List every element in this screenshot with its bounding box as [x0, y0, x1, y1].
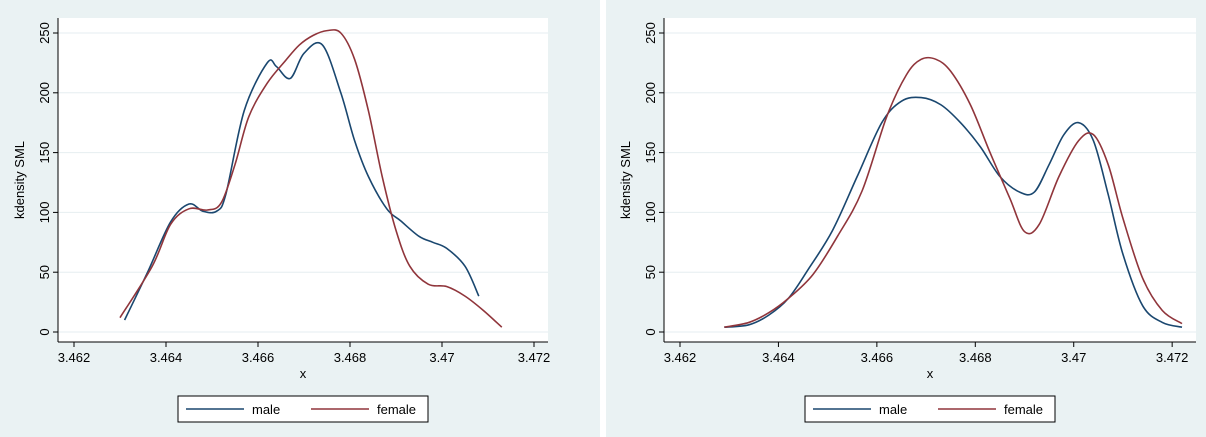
y-tick-label: 50: [37, 265, 52, 279]
x-tick-label: 3.472: [1156, 350, 1189, 365]
y-tick-label: 50: [643, 265, 658, 279]
x-axis-title: x: [300, 366, 307, 381]
y-tick-label: 100: [643, 202, 658, 224]
x-tick-label: 3.464: [150, 350, 183, 365]
kdensity-chart-right: 0 50 100 150 200 250 3.462 3.464 3.466 3.468 3.47 3…: [606, 0, 1206, 437]
x-tick-label: 3.466: [861, 350, 894, 365]
y-tick-label: 200: [37, 82, 52, 104]
y-tick-label: 150: [37, 142, 52, 164]
x-tick-label: 3.466: [242, 350, 275, 365]
y-axis-title: kdensity SML: [12, 141, 27, 219]
legend-label-female: female: [377, 402, 416, 417]
series-line-female: [724, 56, 1183, 329]
plot-area: [58, 18, 548, 342]
kdensity-chart-left: 0 50 100 150 200 250 3.462 3.464 3.466 3.468 3.47 3…: [0, 0, 600, 437]
y-tick-label: 150: [643, 142, 658, 164]
y-tick-label: 100: [37, 202, 52, 224]
legend-label-male: male: [879, 402, 907, 417]
legend-label-male: male: [252, 402, 280, 417]
x-tick-label: 3.464: [762, 350, 795, 365]
series-line-male: [724, 96, 1183, 329]
y-tick-label: 250: [643, 22, 658, 44]
chart-panel-left: 0 50 100 150 200 250 3.462 3.464 3.466 3.468 3.47 3…: [0, 0, 600, 437]
y-tick-label: 200: [643, 82, 658, 104]
x-tick-label: 3.468: [334, 350, 367, 365]
series-line-female: [119, 29, 503, 328]
x-tick-label: 3.47: [1061, 350, 1086, 365]
y-axis-title: kdensity SML: [618, 141, 633, 219]
x-tick-label: 3.468: [959, 350, 992, 365]
x-tick-label: 3.47: [429, 350, 454, 365]
x-tick-label: 3.462: [664, 350, 697, 365]
x-tick-label: 3.472: [518, 350, 551, 365]
plot-area: [664, 18, 1196, 342]
chart-panel-right: 0 50 100 150 200 250 3.462 3.464 3.466 3.468 3.47 3…: [606, 0, 1206, 437]
x-axis-title: x: [927, 366, 934, 381]
y-tick-label: 0: [37, 328, 52, 335]
legend-label-female: female: [1004, 402, 1043, 417]
y-tick-label: 0: [643, 328, 658, 335]
y-tick-label: 250: [37, 22, 52, 44]
x-tick-label: 3.462: [58, 350, 91, 365]
